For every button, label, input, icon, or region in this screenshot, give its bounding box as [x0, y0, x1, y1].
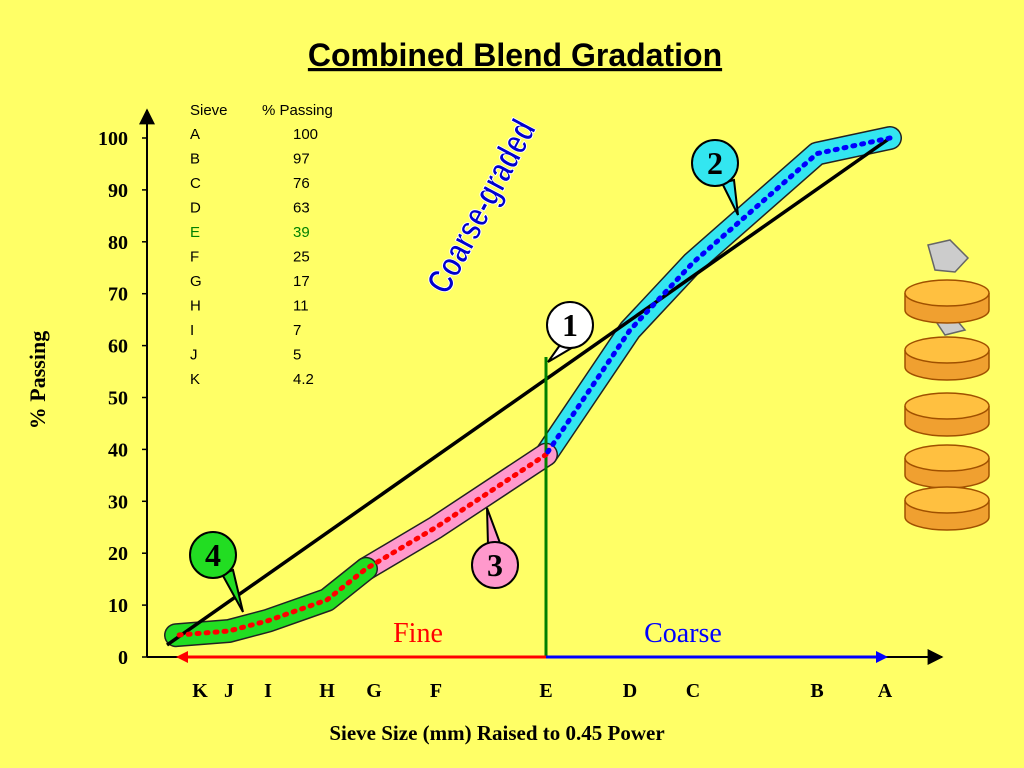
x-tick-label: E — [539, 680, 552, 702]
plot: 0102030405060708090100ABCDEFGHIJKSieve% … — [98, 102, 902, 702]
max-density-line — [165, 136, 892, 647]
fine-label: Fine — [393, 618, 443, 649]
table-value: 97 — [293, 151, 310, 168]
table-sieve: C — [190, 175, 201, 192]
table-sieve: I — [190, 322, 194, 339]
table-value: 17 — [293, 273, 310, 290]
table-header: % Passing — [262, 102, 333, 119]
sieve-stack-icon — [904, 239, 990, 531]
chart-title: Combined Blend Gradation — [308, 37, 722, 73]
coarse-arrowhead — [876, 651, 888, 663]
callout: 3 — [471, 507, 519, 589]
table-value: 39 — [293, 224, 310, 241]
x-tick-label: B — [810, 680, 823, 702]
y-tick-label: 60 — [108, 336, 128, 358]
table-sieve: K — [190, 371, 200, 388]
y-axis-title: % Passing — [25, 331, 50, 429]
y-tick-label: 40 — [108, 439, 128, 461]
x-tick-label: A — [878, 680, 893, 702]
table-sieve: F — [190, 249, 199, 266]
table-value: 76 — [293, 175, 310, 192]
y-tick-label: 80 — [108, 232, 128, 254]
y-tick-label: 50 — [108, 388, 128, 410]
y-tick-label: 100 — [98, 128, 128, 150]
table-sieve: H — [190, 298, 201, 315]
table-sieve: B — [190, 151, 200, 168]
table-sieve: A — [190, 126, 200, 143]
callout-label: 2 — [707, 145, 723, 181]
table-value: 5 — [293, 347, 301, 364]
y-tick-label: 10 — [108, 595, 128, 617]
y-tick-label: 20 — [108, 543, 128, 565]
table-value: 100 — [293, 126, 318, 143]
table-sieve: J — [190, 347, 198, 364]
x-tick-label: G — [366, 680, 382, 702]
x-tick-label: J — [224, 680, 234, 702]
y-tick-label: 70 — [108, 284, 128, 306]
y-tick-label: 90 — [108, 180, 128, 202]
table-header: Sieve — [190, 102, 228, 119]
x-tick-label: F — [430, 680, 442, 702]
table-sieve: D — [190, 200, 201, 217]
callout-label: 4 — [205, 537, 221, 573]
y-tick-label: 0 — [118, 647, 128, 669]
x-tick-label: D — [623, 680, 637, 702]
fine-gradation-line — [173, 452, 549, 638]
fine-arrowhead — [176, 651, 188, 663]
callout-label: 1 — [562, 307, 578, 343]
table-value: 25 — [293, 249, 310, 266]
coarse-label: Coarse — [644, 618, 722, 649]
sieve-table: Sieve % Passing A 100 B 97 C 76 D 63 E 39 F 25 G 17 H 11 I… — [190, 102, 333, 388]
callout: 2 — [691, 139, 739, 216]
table-sieve: G — [190, 273, 202, 290]
table-value: 63 — [293, 200, 310, 217]
x-tick-label: I — [264, 680, 272, 702]
x-tick-label: C — [686, 680, 700, 702]
x-tick-label: K — [192, 680, 208, 702]
table-value: 4.2 — [293, 371, 314, 388]
callout-label: 3 — [487, 547, 503, 583]
x-axis-title: Sieve Size (mm) Raised to 0.45 Power — [329, 721, 664, 745]
callout: 4 — [189, 531, 244, 613]
x-tick-label: H — [319, 680, 335, 702]
y-tick-label: 30 — [108, 491, 128, 513]
callout: 1 — [546, 301, 594, 363]
table-value: 11 — [293, 298, 309, 315]
table-sieve: E — [190, 224, 200, 241]
table-value: 7 — [293, 322, 301, 339]
coarse-gradation-line — [543, 135, 893, 458]
